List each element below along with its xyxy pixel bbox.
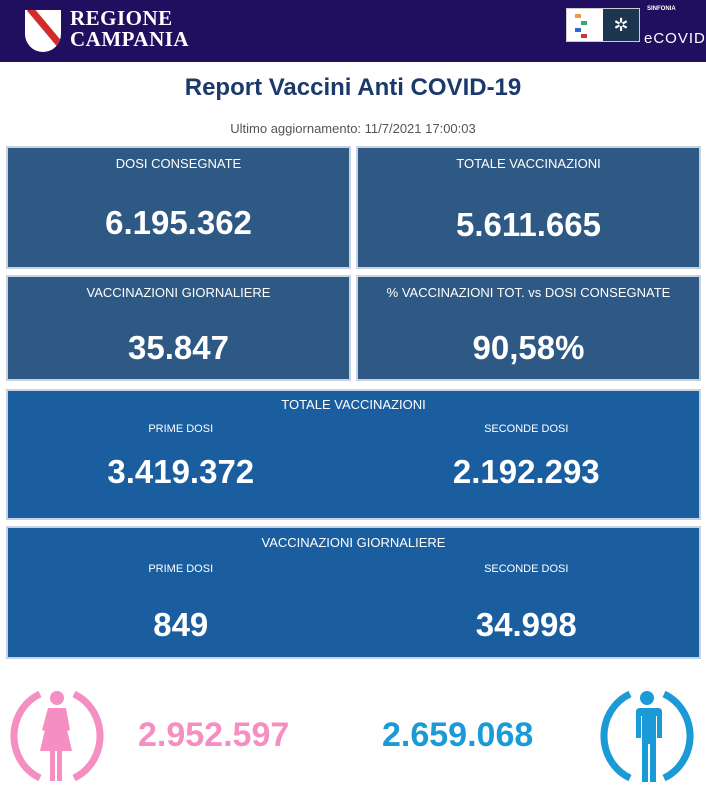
seconde-dosi-label: SECONDE DOSI <box>484 423 569 435</box>
header: REGIONE CAMPANIA ✲ SINFONIA eCOVID <box>0 0 706 62</box>
last-updated: Ultimo aggiornamento: 11/7/2021 17:00:03 <box>230 121 476 136</box>
virus-icon: ✲ <box>603 9 639 41</box>
seconde-dosi-label: SECONDE DOSI <box>484 563 569 575</box>
logo-square <box>575 14 581 18</box>
kpi-value: 5.611.665 <box>456 206 601 243</box>
region-logo-text: REGIONE CAMPANIA <box>70 8 189 50</box>
page-title: Report Vaccini Anti COVID-19 <box>184 74 522 101</box>
prime-dosi-label: PRIME DOSI <box>148 563 214 575</box>
logo-square <box>581 21 587 25</box>
female-icon <box>10 690 104 782</box>
prime-dosi-value: 3.419.372 <box>107 453 255 490</box>
kpi-label: % VACCINAZIONI TOT. vs DOSI CONSEGNATE <box>386 285 671 300</box>
male-count: 2.659.068 <box>382 716 534 754</box>
seconde-dosi-value: 34.998 <box>475 606 577 643</box>
brand-small: SINFONIA <box>647 6 676 12</box>
logo-square <box>581 34 587 38</box>
kpi-percentuale: % VACCINAZIONI TOT. vs DOSI CONSEGNATE 9… <box>356 275 701 381</box>
seconde-dosi-value: 2.192.293 <box>452 453 600 490</box>
sinfonia-logo: ✲ <box>566 8 640 42</box>
kpi-label: TOTALE VACCINAZIONI <box>456 156 601 171</box>
kpi-vaccinazioni-giornaliere: VACCINAZIONI GIORNALIERE 35.847 <box>6 275 351 381</box>
brand-name: eCOVID <box>644 30 706 47</box>
kpi-label: VACCINAZIONI GIORNALIERE <box>86 285 271 300</box>
vaccinazioni-giornaliere-panel: VACCINAZIONI GIORNALIERE PRIME DOSI SECO… <box>6 526 701 659</box>
kpi-value: 35.847 <box>128 329 229 366</box>
kpi-totale-vaccinazioni: TOTALE VACCINAZIONI 5.611.665 <box>356 146 701 269</box>
totale-vaccinazioni-panel: TOTALE VACCINAZIONI PRIME DOSI SECONDE D… <box>6 389 701 520</box>
panel-label: TOTALE VACCINAZIONI <box>281 397 426 412</box>
kpi-value: 90,58% <box>472 329 585 366</box>
kpi-label: DOSI CONSEGNATE <box>115 156 242 171</box>
region-shield-logo <box>25 10 61 52</box>
kpi-dosi-consegnate: DOSI CONSEGNATE 6.195.362 <box>6 146 351 269</box>
female-count: 2.952.597 <box>138 716 290 754</box>
kpi-value: 6.195.362 <box>105 204 252 241</box>
prime-dosi-label: PRIME DOSI <box>148 423 214 435</box>
prime-dosi-value: 849 <box>153 606 209 643</box>
logo-line2: CAMPANIA <box>70 27 190 51</box>
panel-label: VACCINAZIONI GIORNALIERE <box>261 535 446 550</box>
logo-square <box>575 28 581 32</box>
male-icon <box>600 690 694 782</box>
logo-line1: REGIONE <box>70 6 173 30</box>
